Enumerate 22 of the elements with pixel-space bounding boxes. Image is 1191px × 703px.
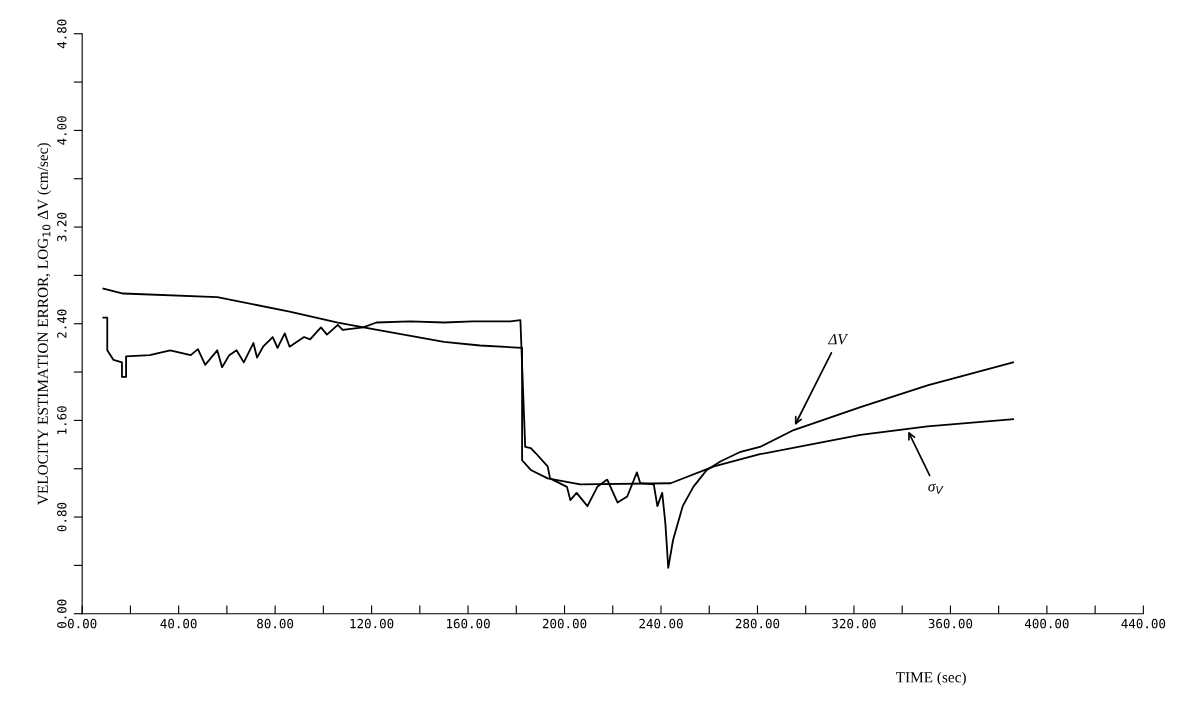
- x-axis-title: TIME (sec): [895, 671, 966, 686]
- x-tick-label: 200.00: [542, 618, 587, 629]
- annotation: ΔV: [827, 334, 849, 345]
- x-tick-label: 0.00: [67, 618, 97, 629]
- y-tick-label: 2.40: [57, 309, 67, 338]
- y-tick-label: 1.60: [57, 406, 67, 434]
- y-axis-title: VELOCITY ESTIMATION ERROR, LOG$_{10}$ ΔV (cm/sec): [37, 143, 52, 505]
- x-tick-label: 80.00: [257, 618, 294, 629]
- x-tick-label: 240.00: [639, 618, 683, 629]
- y-tick-label: 3.20: [57, 212, 67, 242]
- x-tick-label: 360.00: [928, 618, 973, 629]
- x-tick-label: 160.00: [446, 618, 490, 629]
- x-tick-label: 120.00: [350, 618, 394, 629]
- x-tick-label: 440.00: [1121, 618, 1166, 629]
- x-tick-label: 280.00: [735, 618, 780, 629]
- annotation: σ$_{V}$: [928, 483, 944, 494]
- x-tick-label: 320.00: [832, 618, 876, 629]
- y-tick-label: 0.80: [57, 502, 67, 532]
- x-tick-label: 400.00: [1024, 618, 1069, 629]
- x-tick-label: 40.00: [160, 618, 197, 629]
- y-tick-label: 4.00: [57, 116, 67, 145]
- y-tick-label: 4.80: [57, 19, 67, 49]
